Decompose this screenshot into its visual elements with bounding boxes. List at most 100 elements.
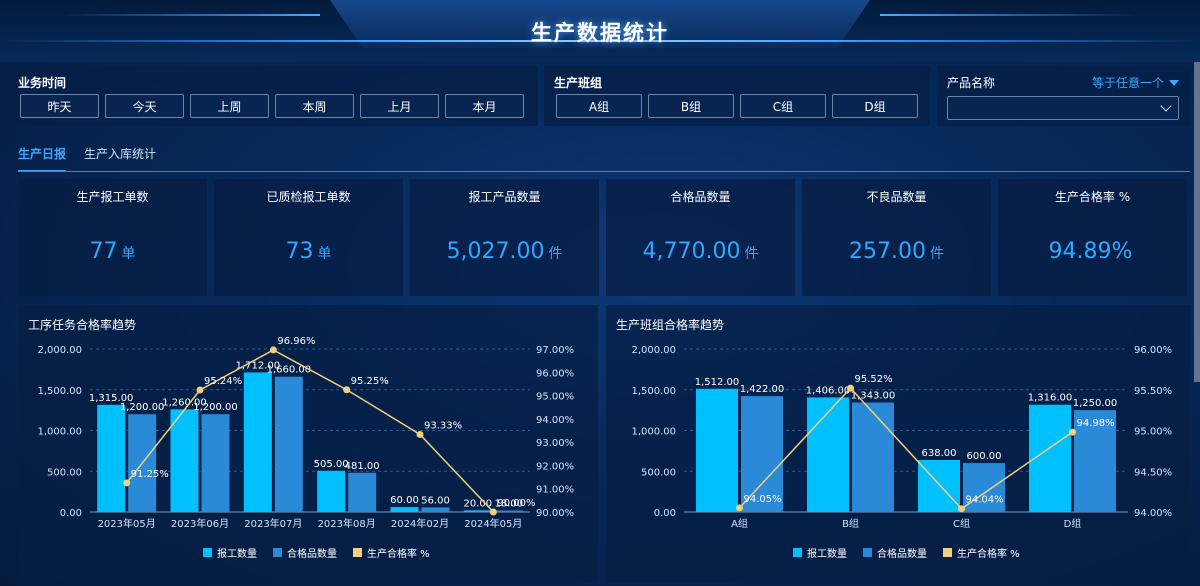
bar-qualified	[852, 402, 894, 512]
tab-daily-report[interactable]: 生产日报	[18, 145, 67, 172]
product-select[interactable]	[947, 96, 1179, 120]
legend-swatch	[863, 548, 872, 557]
legend-item-pass-rate[interactable]: 生产合格率 %	[353, 545, 430, 560]
team-btn-b[interactable]: B组	[648, 94, 734, 118]
x-tick-label: 2023年05月	[98, 517, 156, 530]
bar-reported	[1029, 404, 1071, 512]
line-data-label: 95.52%	[855, 374, 893, 385]
product-match-mode-label: 等于任意一个	[1091, 76, 1164, 90]
x-tick-label: 2024年02月	[391, 517, 449, 530]
product-match-mode[interactable]: 等于任意一个	[1092, 74, 1179, 91]
team-btn-a[interactable]: A组	[556, 94, 642, 118]
kpi-card-report-orders: 生产报工单数 77 单	[18, 179, 207, 296]
legend-item-qualified[interactable]: 合格品数量	[863, 545, 927, 560]
kpi-unit: 单	[121, 246, 136, 262]
page-title: 生产数据统计	[531, 21, 669, 45]
kpi-value: 4,770.00	[642, 239, 741, 264]
legend-item-qualified[interactable]: 合格品数量	[273, 545, 337, 560]
time-btn-last-month[interactable]: 上月	[360, 94, 439, 118]
kpi-title: 生产合格率 %	[1054, 190, 1131, 204]
bar-data-label: 600.00	[967, 451, 1002, 462]
tab-warehouse-stats[interactable]: 生产入库统计	[84, 147, 157, 161]
pass-rate-line	[126, 349, 494, 513]
header-divider	[0, 40, 1200, 42]
product-filter-panel: 产品名称 等于任意一个	[937, 66, 1191, 126]
y2-tick-label: 90.00%	[536, 508, 574, 519]
bar-data-label: 1,260.00	[162, 397, 207, 408]
team-btn-c[interactable]: C组	[740, 94, 826, 118]
kpi-card-qualified-qty: 合格品数量 4,770.00 件	[606, 179, 795, 296]
bar-data-label: 18.00	[495, 499, 524, 510]
y-tick-label: 0.00	[60, 508, 82, 519]
line-data-label: 94.05%	[744, 494, 782, 505]
x-tick-label: 2024年05月	[464, 517, 522, 530]
y2-tick-label: 95.00%	[1134, 427, 1172, 438]
pass-rate-point	[489, 508, 497, 516]
kpi-title: 报工产品数量	[468, 190, 541, 204]
bar-reported	[696, 388, 738, 512]
process-pass-rate-chart-panel: 工序任务合格率趋势 0.00 500.00 1,000.00 1,500.00 2,00…	[18, 305, 598, 583]
legend-swatch	[353, 548, 362, 557]
kpi-card-pass-rate: 生产合格率 % 94.89%	[998, 179, 1187, 296]
y-tick-label: 500.00	[641, 467, 676, 478]
pass-rate-point	[196, 386, 204, 394]
legend-item-reported[interactable]: 报工数量	[203, 545, 257, 560]
time-btn-this-week[interactable]: 本周	[275, 94, 354, 118]
tabs-divider	[18, 171, 1190, 172]
kpi-unit: 件	[548, 246, 563, 262]
y2-tick-label: 97.00%	[536, 345, 574, 356]
bar-reported	[390, 507, 419, 512]
team-filter-panel: 生产班组 A组 B组 C组 D组	[544, 66, 930, 126]
time-btn-yesterday[interactable]: 昨天	[20, 94, 99, 118]
bar-qualified	[1074, 410, 1116, 512]
legend-label: 生产合格率 %	[957, 549, 1020, 560]
legend-item-reported[interactable]: 报工数量	[793, 545, 847, 560]
pass-rate-point	[123, 479, 131, 487]
kpi-title: 生产报工单数	[76, 190, 149, 204]
bar-data-label: 56.00	[421, 495, 450, 506]
bar-data-label: 20.00	[464, 498, 493, 509]
bar-reported	[170, 409, 199, 512]
chevron-down-icon	[1160, 100, 1172, 112]
y2-tick-label: 94.50%	[1134, 467, 1172, 478]
pass-rate-line	[738, 387, 1073, 510]
pass-rate-point	[416, 430, 424, 438]
time-btn-this-month[interactable]: 本月	[445, 94, 524, 118]
kpi-card-inspected-orders: 已质检报工单数 73 单	[214, 179, 403, 296]
y2-tick-label: 94.00%	[1134, 508, 1172, 519]
x-tick-label: 2023年06月	[171, 517, 229, 530]
bar-qualified	[741, 396, 783, 512]
line-data-label: 96.96%	[277, 336, 315, 347]
legend-item-pass-rate[interactable]: 生产合格率 %	[943, 545, 1020, 560]
y-tick-label: 1,500.00	[631, 386, 676, 397]
bar-data-label: 1,200.00	[193, 402, 238, 413]
y2-tick-label: 96.00%	[1134, 345, 1172, 356]
bar-data-label: 1,316.00	[1028, 393, 1073, 404]
y2-tick-label: 92.00%	[536, 461, 574, 472]
time-btn-today[interactable]: 今天	[105, 94, 184, 118]
bar-qualified	[494, 510, 523, 512]
kpi-value: 73	[285, 239, 314, 264]
y2-tick-label: 95.50%	[1134, 386, 1172, 397]
bar-reported	[807, 397, 849, 512]
kpi-card-defect-qty: 不良品数量 257.00 件	[802, 179, 991, 296]
team-pass-rate-chart: 0.00 500.00 1,000.00 1,500.00 2,000.00 94.00%…	[631, 345, 1172, 530]
legend-swatch	[203, 548, 212, 557]
team-btn-d[interactable]: D组	[832, 94, 918, 118]
kpi-title: 已质检报工单数	[266, 190, 351, 204]
y-tick-label: 1,500.00	[37, 386, 82, 397]
scrollbar[interactable]	[1194, 62, 1200, 382]
y2-tick-label: 91.00%	[536, 485, 574, 496]
pass-rate-point	[269, 346, 277, 354]
kpi-value: 5,027.00	[446, 239, 545, 264]
legend-label: 报工数量	[217, 549, 257, 560]
header: 生产数据统计	[0, 0, 1200, 62]
time-btn-last-week[interactable]: 上周	[190, 94, 269, 118]
y2-tick-label: 96.00%	[536, 368, 574, 379]
kpi-card-reported-qty: 报工产品数量 5,027.00 件	[410, 179, 599, 296]
kpi-unit: 单	[317, 246, 332, 262]
bar-reported	[317, 470, 346, 512]
bar-data-label: 1,200.00	[120, 402, 165, 413]
time-filter-label: 业务时间	[18, 76, 67, 90]
bar-qualified	[421, 507, 450, 512]
